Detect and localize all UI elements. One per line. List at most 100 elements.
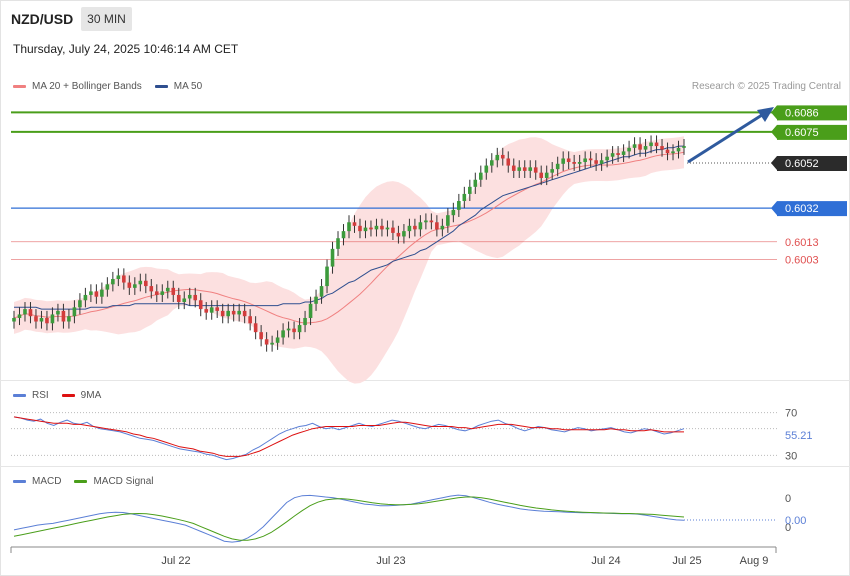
price-level-label: 0.6003 xyxy=(785,254,819,266)
candle-body xyxy=(94,291,99,297)
candle-body xyxy=(45,317,49,324)
legend-swatch xyxy=(154,85,168,88)
current-price-label: 0.6052 xyxy=(785,158,819,170)
candle-body xyxy=(303,317,307,326)
candle-body xyxy=(133,284,137,288)
candle-body xyxy=(286,328,291,331)
legend-swatch xyxy=(13,85,26,88)
legend-label: MACD Signal xyxy=(93,476,154,487)
rsi-tick-70: 70 xyxy=(785,408,797,420)
candle-body xyxy=(182,298,187,303)
x-tick-label: Aug 9 xyxy=(740,555,769,567)
candle-body xyxy=(605,156,609,161)
candle-body xyxy=(682,146,686,148)
candle-body xyxy=(391,227,395,233)
price-level-label: 0.6013 xyxy=(785,237,819,249)
candle-body xyxy=(127,282,132,288)
candle-body xyxy=(67,316,71,322)
current-price-tag-pointer xyxy=(771,156,777,170)
macd-tick-bottom: 0 xyxy=(785,522,791,534)
candle-body xyxy=(12,317,16,322)
candle-body xyxy=(292,328,296,333)
legend-label: MA 50 xyxy=(173,81,203,92)
candle-body xyxy=(489,160,494,166)
legend-label: MA 20 + Bollinger Bands xyxy=(32,81,142,92)
candle-body xyxy=(649,142,653,147)
legend-macd-signal: MACD Signal xyxy=(74,476,153,487)
candle-body xyxy=(154,291,159,295)
candle-body xyxy=(627,147,631,152)
candle-body xyxy=(204,309,209,313)
candle-body xyxy=(176,294,181,303)
candle-body xyxy=(539,172,544,178)
candle-body xyxy=(319,286,324,297)
rsi-9ma-line xyxy=(13,416,684,457)
legend-label: RSI xyxy=(32,390,49,401)
candle-body xyxy=(479,172,483,180)
candle-body xyxy=(654,142,659,147)
candle-body xyxy=(34,316,38,322)
candle-body xyxy=(418,222,423,230)
candle-body xyxy=(220,310,225,317)
candle-body xyxy=(462,193,467,202)
candle-body xyxy=(369,227,373,230)
ma20-line xyxy=(13,151,685,324)
candle-body xyxy=(473,179,478,187)
candle-body xyxy=(61,310,66,322)
x-tick-label: Jul 22 xyxy=(161,555,190,567)
price-level-tag xyxy=(777,201,847,217)
candle-body xyxy=(440,225,445,230)
candle-body xyxy=(555,163,560,170)
candle-body xyxy=(105,284,110,290)
candle-body xyxy=(506,158,511,166)
current-price-tag xyxy=(777,156,847,171)
candle-body xyxy=(111,278,115,285)
legend-swatch xyxy=(13,394,26,397)
candle-body xyxy=(231,310,236,315)
x-tick-label: Jul 24 xyxy=(591,555,620,567)
rsi-legend: RSI 9MA xyxy=(13,390,114,401)
price-level-tag xyxy=(777,124,847,140)
candle-body xyxy=(39,317,44,322)
price-level-label: 0.6075 xyxy=(785,127,819,139)
candle-body xyxy=(522,167,527,171)
macd-tick-top: 0 xyxy=(785,493,791,505)
legend-label: 9MA xyxy=(80,390,102,401)
x-tick-label: Jul 25 xyxy=(672,555,701,567)
candle-body xyxy=(122,275,126,283)
candle-body xyxy=(358,225,362,232)
bollinger-band xyxy=(14,136,684,384)
candle-body xyxy=(270,342,274,345)
candle-body xyxy=(402,231,406,237)
panel-separator xyxy=(0,466,850,467)
candle-body xyxy=(566,158,571,163)
candle-body xyxy=(198,300,203,310)
candle-body xyxy=(599,160,604,164)
candle-body xyxy=(665,149,670,154)
candle-body xyxy=(495,154,500,161)
timeframe-button[interactable]: 30 MIN xyxy=(81,7,132,31)
candle-body xyxy=(352,222,357,226)
candle-body xyxy=(451,209,456,216)
candle-body xyxy=(72,307,77,317)
research-credit: Research © 2025 Trading Central xyxy=(691,81,841,92)
candle-body xyxy=(621,151,626,155)
candle-body xyxy=(632,144,637,148)
candle-body xyxy=(457,201,461,210)
candle-body xyxy=(572,162,576,164)
candle-body xyxy=(89,291,93,295)
candle-body xyxy=(28,309,33,317)
candle-body xyxy=(544,172,549,178)
candle-body xyxy=(363,227,368,232)
symbol-title: NZD/USD xyxy=(11,11,74,27)
candle-body xyxy=(517,167,522,171)
candle-body xyxy=(100,289,104,297)
candle-body xyxy=(171,287,176,295)
rsi-line xyxy=(13,416,685,461)
candle-body xyxy=(264,339,269,345)
price-level-tag-pointer xyxy=(771,105,777,120)
candle-body xyxy=(56,310,60,315)
candle-body xyxy=(330,248,335,267)
candle-body xyxy=(396,232,401,237)
